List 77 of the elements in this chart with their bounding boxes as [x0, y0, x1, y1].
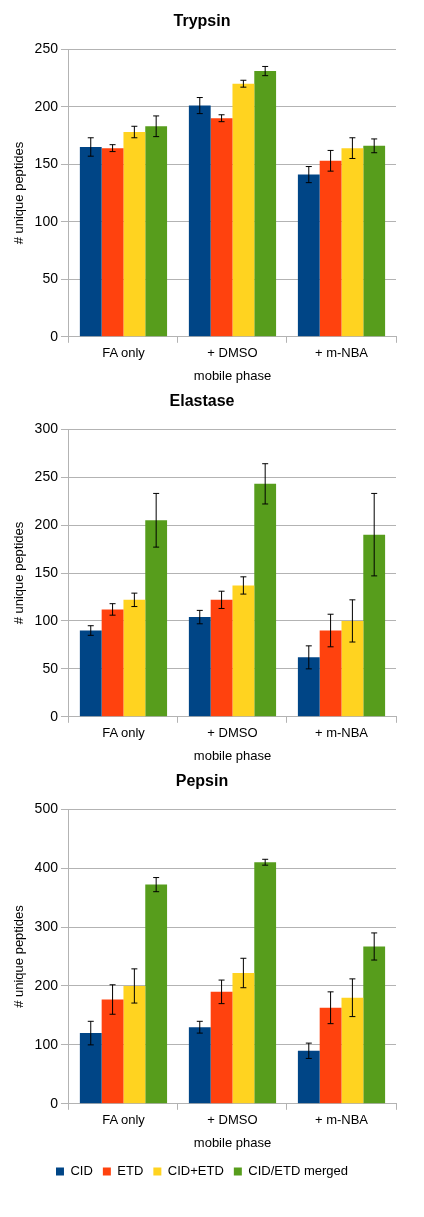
bar	[123, 599, 146, 717]
y-tick-label: 100	[34, 1035, 59, 1052]
bar	[145, 884, 168, 1104]
bar	[123, 985, 146, 1104]
bar	[297, 657, 320, 717]
bar	[188, 105, 211, 337]
y-tick-label: 100	[34, 212, 59, 229]
y-tick-label: 300	[34, 420, 59, 437]
x-axis-title: mobile phase	[193, 1134, 272, 1150]
y-tick-label: 0	[50, 327, 59, 344]
y-tick-label: 400	[34, 858, 59, 875]
bar	[210, 991, 233, 1104]
legend-label: CID+ETD	[167, 1163, 224, 1179]
bar	[145, 126, 168, 337]
bar	[341, 148, 364, 337]
legend-label: CID/ETD merged	[248, 1163, 349, 1179]
bar	[188, 1027, 211, 1104]
y-axis-title: # unique peptides	[11, 141, 27, 245]
bar	[232, 585, 255, 717]
x-tick-label: + DMSO	[207, 1112, 258, 1128]
y-tick-label: 250	[34, 467, 59, 484]
bar	[363, 145, 386, 337]
bar	[341, 997, 364, 1104]
y-tick-label: 150	[34, 563, 59, 580]
x-tick-label: + DMSO	[207, 345, 258, 361]
legend-label: CID	[70, 1163, 93, 1179]
bar	[297, 174, 320, 337]
bar	[101, 999, 124, 1104]
bar	[232, 83, 255, 337]
x-axis-title: mobile phase	[193, 747, 272, 763]
bar	[363, 946, 386, 1104]
chart-title: Pepsin	[175, 772, 229, 790]
bar	[79, 146, 102, 337]
bar	[254, 483, 277, 717]
bar	[145, 520, 168, 717]
bar	[79, 630, 102, 717]
bar	[297, 1050, 320, 1104]
x-tick-label: + m-NBA	[314, 725, 369, 741]
x-tick-label: FA only	[102, 1112, 146, 1128]
bar	[341, 620, 364, 717]
y-axis-title: # unique peptides	[11, 521, 27, 625]
bar	[188, 617, 211, 717]
bar	[79, 1033, 102, 1104]
y-tick-label: 250	[34, 40, 59, 57]
x-tick-label: + m-NBA	[314, 345, 369, 361]
y-tick-label: 200	[34, 97, 59, 114]
y-tick-label: 300	[34, 917, 59, 934]
x-tick-label: + DMSO	[207, 725, 258, 741]
x-tick-label: FA only	[102, 725, 146, 741]
chart-title: Elastase	[169, 392, 235, 410]
bar	[101, 148, 124, 337]
bar	[363, 534, 386, 717]
legend-label: ETD	[117, 1163, 144, 1179]
bar	[123, 132, 146, 337]
bar	[101, 609, 124, 717]
y-tick-label: 150	[34, 155, 59, 172]
bar	[210, 599, 233, 717]
y-tick-label: 200	[34, 515, 59, 532]
x-tick-label: + m-NBA	[314, 1112, 369, 1128]
bar	[254, 862, 277, 1104]
y-tick-label: 50	[42, 659, 59, 676]
y-tick-label: 200	[34, 976, 59, 993]
bar	[319, 630, 342, 717]
chart-title: Trypsin	[173, 12, 231, 30]
x-axis-title: mobile phase	[193, 367, 272, 383]
bar	[319, 160, 342, 337]
y-axis-title: # unique peptides	[11, 904, 27, 1008]
bar	[210, 118, 233, 337]
y-tick-label: 500	[34, 800, 59, 817]
bar	[319, 1007, 342, 1104]
y-tick-label: 100	[34, 611, 59, 628]
y-tick-label: 50	[42, 270, 59, 287]
y-tick-label: 0	[50, 707, 59, 724]
y-tick-label: 0	[50, 1094, 59, 1111]
bar	[232, 973, 255, 1104]
x-tick-label: FA only	[102, 345, 146, 361]
bar	[254, 71, 277, 337]
